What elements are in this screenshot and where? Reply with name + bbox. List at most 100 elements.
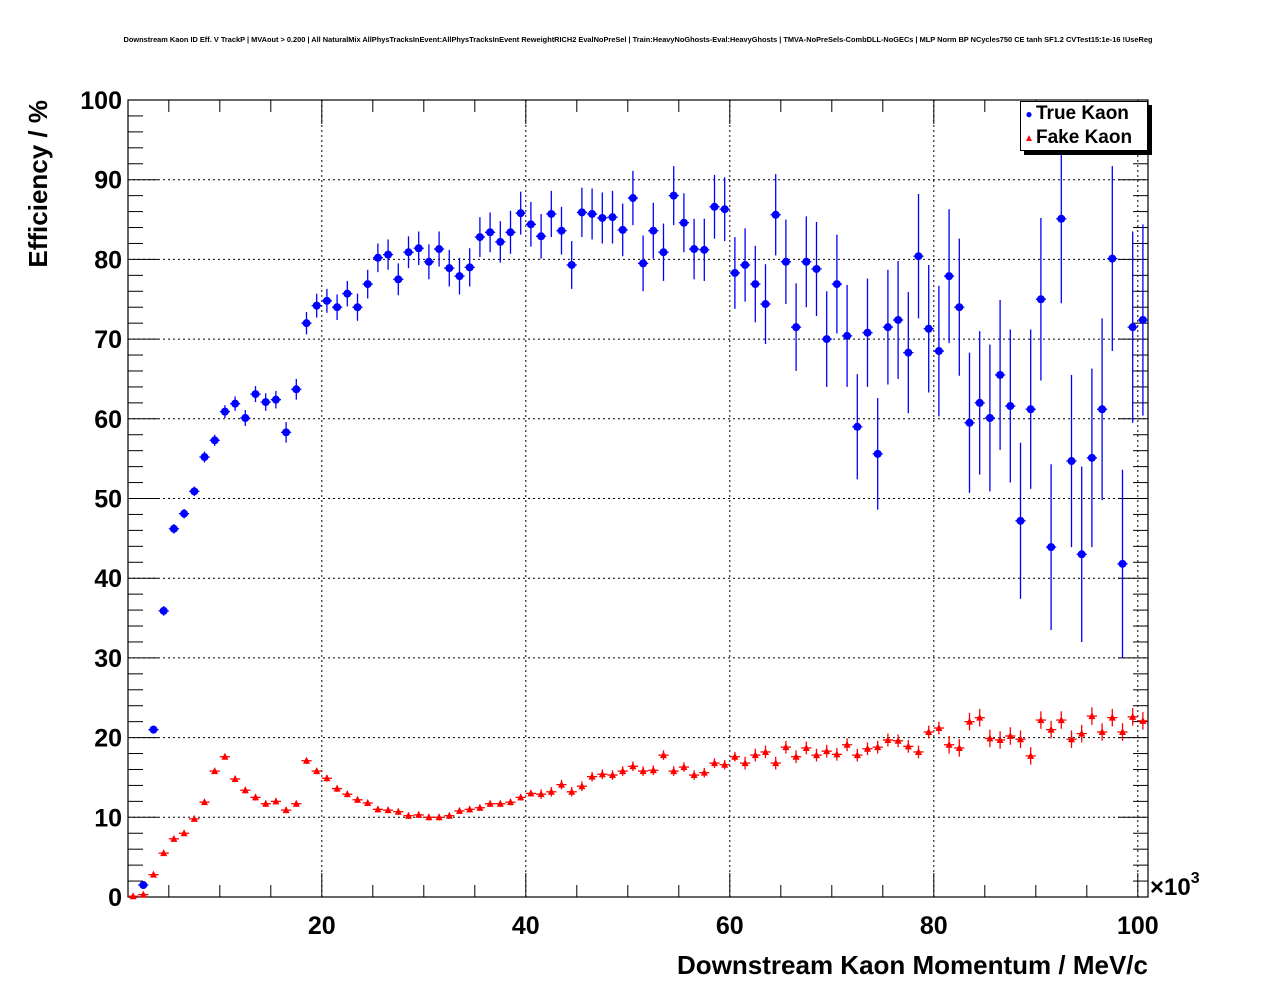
y-tick-label: 10 [94, 804, 122, 832]
data-point [1036, 295, 1045, 304]
x-multiplier-exponent: 3 [1191, 870, 1200, 887]
data-point [822, 335, 831, 344]
data-point [302, 319, 311, 328]
data-point [496, 799, 504, 807]
data-point [1119, 728, 1126, 736]
data-point [343, 790, 351, 798]
data-point [506, 228, 515, 237]
data-point [516, 209, 525, 218]
data-point [303, 756, 310, 764]
y-tick-label: 100 [80, 87, 122, 115]
y-tick-label: 70 [94, 326, 122, 354]
data-point [761, 300, 770, 309]
data-point [915, 747, 922, 755]
data-point [660, 751, 667, 759]
data-point [424, 257, 433, 266]
data-point [139, 881, 148, 890]
data-point [160, 849, 168, 857]
data-point [864, 744, 871, 752]
data-point [435, 813, 443, 821]
data-point [201, 798, 208, 806]
data-point [659, 248, 668, 257]
data-point [955, 743, 963, 751]
data-point [578, 782, 586, 790]
data-point [343, 289, 352, 298]
data-point [670, 767, 678, 775]
data-point [771, 210, 780, 219]
data-point [598, 213, 607, 222]
data-point [1068, 735, 1075, 743]
data-point [190, 487, 199, 496]
data-point [394, 807, 402, 815]
data-point [150, 870, 157, 878]
data-point [1006, 732, 1014, 740]
data-point [1057, 214, 1066, 223]
data-point [711, 759, 718, 767]
data-point [639, 767, 647, 775]
data-point [792, 752, 800, 760]
data-point [354, 795, 361, 803]
data-point [639, 259, 648, 268]
y-tick-label: 60 [94, 406, 122, 434]
data-point [384, 250, 393, 259]
data-point [476, 803, 484, 811]
data-point [1087, 453, 1096, 462]
y-tick-label: 40 [94, 565, 122, 593]
data-point [649, 226, 658, 235]
data-point [1037, 716, 1045, 724]
data-point [445, 811, 453, 819]
data-point [608, 213, 617, 222]
data-point [445, 264, 454, 273]
data-point [588, 209, 597, 218]
data-point [455, 272, 464, 281]
data-point [149, 725, 158, 734]
grid-lines [128, 100, 1148, 897]
x-tick-label: 40 [512, 912, 540, 940]
data-point [221, 752, 229, 760]
data-point [1047, 543, 1056, 552]
data-point [802, 257, 811, 266]
data-point [272, 797, 280, 805]
data-point [364, 798, 372, 806]
data-point [129, 892, 137, 900]
data-point [721, 760, 729, 768]
data-point [139, 890, 147, 898]
y-tick-label: 90 [94, 167, 122, 195]
data-point [527, 789, 535, 797]
data-point [781, 257, 790, 266]
data-point [252, 793, 259, 801]
data-point [649, 766, 657, 774]
data-point [853, 422, 862, 431]
x-multiplier: ×103 [1150, 870, 1200, 901]
data-point [741, 759, 749, 767]
series-fake-kaon [128, 707, 1148, 900]
data-point [894, 315, 903, 324]
data-point [1016, 516, 1025, 525]
data-point [1006, 402, 1015, 411]
data-point [170, 834, 178, 842]
data-point [731, 752, 739, 760]
x-axis-title: Downstream Kaon Momentum / MeV/c [677, 950, 1148, 980]
data-point [996, 735, 1004, 743]
data-point [1118, 559, 1127, 568]
data-point [231, 775, 239, 783]
data-point [1057, 716, 1065, 724]
series-true-kaon [138, 134, 1148, 890]
data-point [547, 787, 555, 795]
legend-label: Fake Kaon [1036, 127, 1133, 148]
data-point [619, 767, 627, 775]
data-point [751, 751, 759, 759]
data-point [863, 328, 872, 337]
data-point [1108, 254, 1117, 263]
data-point [700, 245, 709, 254]
data-point [405, 811, 412, 819]
y-tick-label: 30 [94, 645, 122, 673]
data-point [1088, 712, 1096, 720]
data-point [924, 324, 933, 333]
x-tick-label: 100 [1117, 912, 1159, 940]
data-point [200, 453, 209, 462]
legend: ● True Kaon ▲ Fake Kaon [1020, 101, 1148, 151]
x-tick-label: 60 [716, 912, 744, 940]
data-point [996, 370, 1005, 379]
data-point [823, 747, 831, 755]
